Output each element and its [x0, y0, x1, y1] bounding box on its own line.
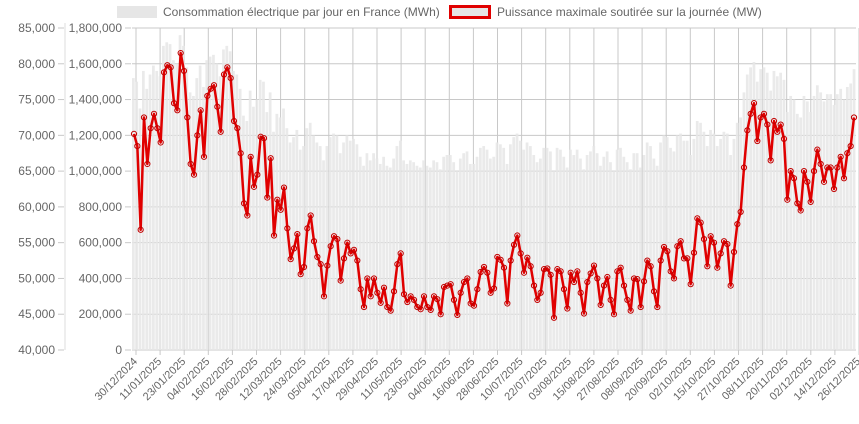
- y-left-tick-label: 40,000: [18, 343, 55, 357]
- legend-item-consumption[interactable]: Consommation électrique par jour en Fran…: [117, 5, 440, 19]
- y-inner-tick-label: 0: [115, 343, 122, 357]
- y-left-tick-label: 75,000: [18, 93, 55, 107]
- y-inner-tick-label: 400,000: [79, 271, 123, 285]
- y-left-tick-label: 60,000: [18, 200, 55, 214]
- y-left-tick-label: 70,000: [18, 128, 55, 142]
- chart-legend: Consommation électrique par jour en Fran…: [0, 2, 859, 22]
- y-inner-tick-label: 800,000: [79, 200, 123, 214]
- y-inner-tick-label: 1,600,000: [69, 57, 123, 71]
- legend-label-consumption: Consommation électrique par jour en Fran…: [163, 5, 440, 19]
- y-inner-tick-label: 600,000: [79, 236, 123, 250]
- y-left-tick-label: 80,000: [18, 57, 55, 71]
- y-left-tick-label: 45,000: [18, 307, 55, 321]
- peak-swatch-icon: [449, 5, 491, 19]
- y-axes: 85,000 1,800,000 80,000 1,600,000 75,000 1,40…: [18, 21, 131, 357]
- y-inner-tick-label: 200,000: [79, 307, 123, 321]
- y-inner-tick-label: 1,800,000: [69, 21, 123, 35]
- y-inner-tick-label: 1,000,000: [69, 164, 123, 178]
- y-left-tick-label: 50,000: [18, 271, 55, 285]
- y-left-tick-label: 65,000: [18, 164, 55, 178]
- consumption-area-series: [132, 35, 856, 351]
- x-axis: 30/12/202411/01/202523/01/202504/02/2025…: [93, 356, 859, 403]
- consumption-swatch-icon: [117, 6, 157, 18]
- legend-item-peak[interactable]: Puissance maximale soutirée sur la journ…: [449, 5, 762, 19]
- y-inner-tick-label: 1,400,000: [69, 93, 123, 107]
- y-left-tick-label: 55,000: [18, 236, 55, 250]
- y-left-tick-label: 85,000: [18, 21, 55, 35]
- peak-line-series: [130, 49, 858, 321]
- legend-label-peak: Puissance maximale soutirée sur la journ…: [497, 5, 762, 19]
- y-inner-tick-label: 1,200,000: [69, 128, 123, 142]
